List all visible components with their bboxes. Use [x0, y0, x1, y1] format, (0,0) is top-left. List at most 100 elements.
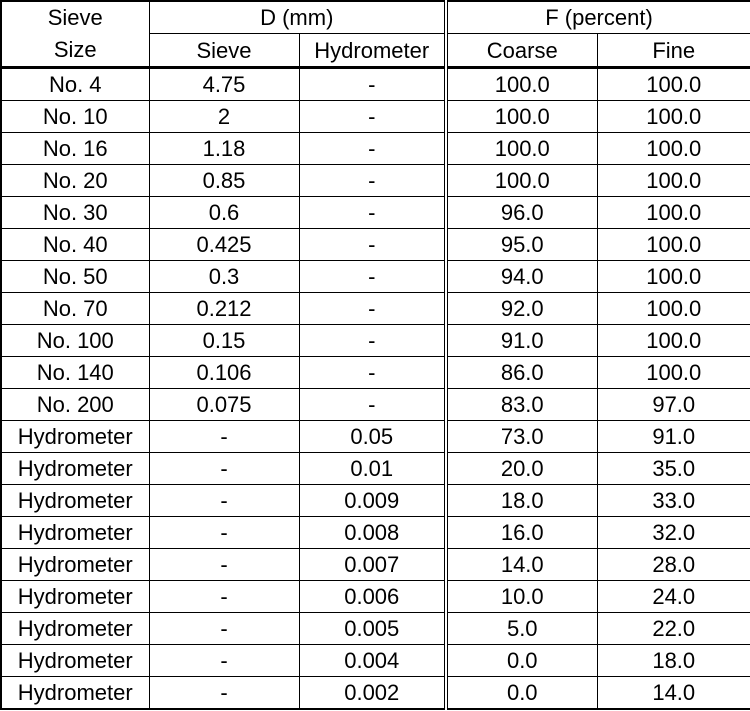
- sieve-d-cell: 0.425: [148, 228, 300, 261]
- d-mm-group-header: D (mm): [148, 0, 447, 35]
- fine-f-cell: 35.0: [596, 452, 750, 485]
- coarse-f-cell: 100.0: [444, 100, 598, 133]
- fine-f-cell: 100.0: [596, 67, 750, 101]
- sieve-d-cell: -: [148, 452, 300, 485]
- sieve-size-cell: Hydrometer: [0, 548, 150, 581]
- fine-f-cell: 33.0: [596, 484, 750, 517]
- sieve-size-cell: Hydrometer: [0, 644, 150, 677]
- hydrometer-d-cell: 0.006: [298, 580, 447, 613]
- sieve-size-cell: No. 16: [0, 132, 150, 165]
- hydrometer-d-cell: 0.005: [298, 612, 447, 645]
- table-row: No. 20 0.85-100.0 100.0: [0, 164, 750, 197]
- coarse-f-cell: 20.0: [444, 452, 598, 485]
- sieve-d-cell: -: [148, 484, 300, 517]
- sieve-d-cell: 0.15: [148, 324, 300, 357]
- hydrometer-d-cell: -: [298, 228, 447, 261]
- table-row: Hydrometer -0.007 14.0 28.0: [0, 548, 750, 581]
- sieve-size-cell: No. 30: [0, 196, 150, 229]
- sieve-size-cell: Hydrometer: [0, 452, 150, 485]
- sieve-d-cell: -: [148, 676, 300, 710]
- coarse-f-cell: 5.0: [444, 612, 598, 645]
- hydrometer-d-cell: -: [298, 356, 447, 389]
- sieve-d-cell: 0.85: [148, 164, 300, 197]
- table-row: Hydrometer -0.004 0.0 18.0: [0, 644, 750, 677]
- table-row: Hydrometer -0.05 73.0 91.0: [0, 420, 750, 453]
- sieve-d-cell: 0.212: [148, 292, 300, 325]
- fine-f-cell: 22.0: [596, 612, 750, 645]
- sieve-column-header: Sieve: [148, 33, 300, 69]
- table-row: Hydrometer -0.002 0.0 14.0: [0, 676, 750, 710]
- hydrometer-d-cell: -: [298, 100, 447, 133]
- hydrometer-d-cell: -: [298, 164, 447, 197]
- fine-f-cell: 100.0: [596, 260, 750, 293]
- sieve-d-cell: 1.18: [148, 132, 300, 165]
- coarse-f-cell: 91.0: [444, 324, 598, 357]
- sieve-size-cell: No. 200: [0, 388, 150, 421]
- sieve-d-cell: 4.75: [148, 67, 300, 101]
- table-row: No. 140 0.106-86.0 100.0: [0, 356, 750, 389]
- coarse-f-cell: 0.0: [444, 676, 598, 710]
- sieve-size-cell: Hydrometer: [0, 580, 150, 613]
- sieve-d-cell: 0.6: [148, 196, 300, 229]
- fine-f-cell: 100.0: [596, 228, 750, 261]
- hydrometer-d-cell: 0.002: [298, 676, 447, 710]
- hydrometer-d-cell: 0.05: [298, 420, 447, 453]
- f-percent-group-header: F (percent): [444, 0, 750, 35]
- fine-f-cell: 100.0: [596, 292, 750, 325]
- coarse-column-header: Coarse: [444, 33, 598, 69]
- hydrometer-d-cell: 0.007: [298, 548, 447, 581]
- sieve-size-cell: No. 100: [0, 324, 150, 357]
- sieve-size-cell: No. 20: [0, 164, 150, 197]
- fine-f-cell: 14.0: [596, 676, 750, 710]
- hydrometer-d-cell: -: [298, 132, 447, 165]
- sieve-size-header: Sieve Size: [0, 0, 150, 69]
- sieve-d-cell: 0.3: [148, 260, 300, 293]
- hydrometer-d-cell: -: [298, 324, 447, 357]
- sieve-d-cell: -: [148, 548, 300, 581]
- fine-f-cell: 100.0: [596, 100, 750, 133]
- sieve-size-cell: Hydrometer: [0, 676, 150, 710]
- sieve-d-cell: -: [148, 612, 300, 645]
- sieve-size-header-line1: Sieve: [47, 5, 103, 30]
- sieve-size-cell: Hydrometer: [0, 516, 150, 549]
- coarse-f-cell: 100.0: [444, 67, 598, 101]
- coarse-f-cell: 73.0: [444, 420, 598, 453]
- table-row: No. 4 4.75-100.0 100.0: [0, 67, 750, 101]
- table-row: Hydrometer -0.01 20.0 35.0: [0, 452, 750, 485]
- coarse-f-cell: 86.0: [444, 356, 598, 389]
- hydrometer-d-cell: -: [298, 388, 447, 421]
- hydrometer-d-cell: 0.004: [298, 644, 447, 677]
- fine-f-cell: 18.0: [596, 644, 750, 677]
- sieve-size-header-line2: Size: [53, 37, 97, 62]
- coarse-f-cell: 18.0: [444, 484, 598, 517]
- sieve-d-cell: -: [148, 420, 300, 453]
- coarse-f-cell: 10.0: [444, 580, 598, 613]
- hydrometer-d-cell: -: [298, 67, 447, 101]
- fine-f-cell: 100.0: [596, 196, 750, 229]
- coarse-f-cell: 100.0: [444, 164, 598, 197]
- coarse-f-cell: 14.0: [444, 548, 598, 581]
- table-row: No. 40 0.425-95.0 100.0: [0, 228, 750, 261]
- sieve-size-cell: Hydrometer: [0, 612, 150, 645]
- table-row: Hydrometer -0.006 10.0 24.0: [0, 580, 750, 613]
- fine-column-header: Fine: [596, 33, 750, 69]
- sieve-d-cell: 0.106: [148, 356, 300, 389]
- hydrometer-d-cell: -: [298, 260, 447, 293]
- header-row-1: Sieve Size D (mm) F (percent): [0, 0, 750, 69]
- sieve-size-cell: Hydrometer: [0, 484, 150, 517]
- fine-f-cell: 91.0: [596, 420, 750, 453]
- sieve-size-cell: No. 10: [0, 100, 150, 133]
- hydrometer-d-cell: 0.009: [298, 484, 447, 517]
- sieve-size-cell: No. 4: [0, 67, 150, 101]
- coarse-f-cell: 0.0: [444, 644, 598, 677]
- coarse-f-cell: 83.0: [444, 388, 598, 421]
- hydrometer-d-cell: 0.01: [298, 452, 447, 485]
- fine-f-cell: 100.0: [596, 356, 750, 389]
- fine-f-cell: 100.0: [596, 164, 750, 197]
- hydrometer-d-cell: -: [298, 196, 447, 229]
- coarse-f-cell: 96.0: [444, 196, 598, 229]
- fine-f-cell: 24.0: [596, 580, 750, 613]
- fine-f-cell: 97.0: [596, 388, 750, 421]
